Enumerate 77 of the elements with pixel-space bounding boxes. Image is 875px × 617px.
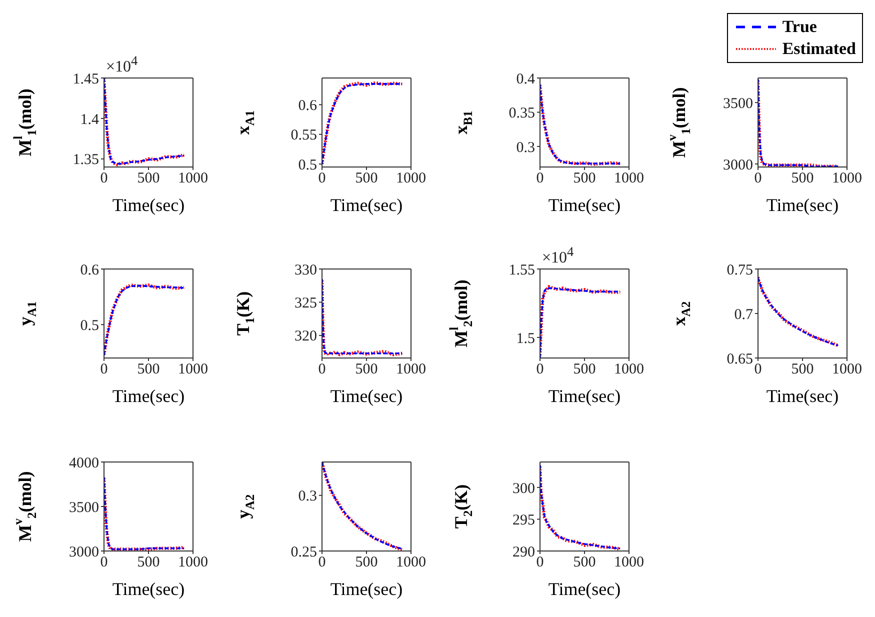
- y-tick-label: 1.4: [80, 112, 100, 128]
- y-tick-label: 1.45: [72, 71, 99, 88]
- x-axis-title: Time(sec): [548, 386, 621, 406]
- y-tick-label: 0.55: [290, 128, 317, 144]
- y-tick-label: 0.35: [508, 106, 535, 122]
- y-tick-label: 0.65: [726, 351, 753, 368]
- y-tick-label: 0.75: [726, 262, 753, 278]
- y-tick-label: 0.5: [298, 157, 317, 174]
- y-tick-label: 0.5: [80, 318, 99, 334]
- x-axis-title: Time(sec): [548, 195, 621, 215]
- x-tick-label: 1000: [178, 554, 208, 571]
- y-tick-label: 300: [512, 480, 535, 497]
- y-tick-label: 0.7: [734, 306, 754, 323]
- x-tick-label: 500: [137, 362, 160, 378]
- x-tick-label: 0: [100, 362, 108, 378]
- x-tick-label: 500: [573, 170, 596, 187]
- x-tick-label: 1000: [614, 362, 644, 378]
- x-axis-title: Time(sec): [330, 386, 403, 406]
- legend-label: True: [782, 17, 817, 37]
- x-axis-title: Time(sec): [112, 386, 185, 406]
- x-tick-label: 1000: [614, 554, 644, 571]
- x-tick-label: 500: [355, 170, 378, 187]
- y-tick-label: 3500: [69, 500, 99, 516]
- x-tick-label: 0: [754, 170, 762, 187]
- x-tick-label: 500: [791, 170, 814, 187]
- x-tick-label: 0: [318, 170, 326, 187]
- x-tick-label: 0: [754, 362, 762, 378]
- x-axis-title: Time(sec): [330, 195, 403, 215]
- x-tick-label: 0: [536, 362, 544, 378]
- x-tick-label: 500: [573, 554, 596, 571]
- x-tick-label: 0: [536, 170, 544, 187]
- y-tick-label: 0.6: [80, 262, 100, 278]
- y-tick-label: 0.4: [516, 71, 536, 88]
- x-axis-title: Time(sec): [766, 195, 839, 215]
- x-tick-label: 0: [536, 554, 544, 571]
- y-tick-label: 3500: [723, 96, 753, 112]
- y-tick-label: 330: [294, 262, 317, 278]
- y-tick-label: 0.25: [290, 544, 317, 560]
- x-axis-title: Time(sec): [330, 579, 403, 599]
- y-tick-label: 3000: [69, 544, 99, 560]
- x-tick-label: 1000: [178, 170, 208, 187]
- y-tick-label: 325: [294, 296, 317, 312]
- x-tick-label: 1000: [396, 170, 426, 187]
- x-tick-label: 1000: [832, 362, 862, 378]
- x-tick-label: 0: [318, 554, 326, 571]
- x-axis-title: Time(sec): [112, 579, 185, 599]
- y-tick-label: 1.5: [516, 330, 535, 347]
- text: ×10$^{4}$: [106, 53, 138, 76]
- legend-label: Estimated: [782, 39, 856, 59]
- y-tick-label: 0.3: [516, 140, 535, 156]
- x-axis-title: Time(sec): [112, 195, 185, 215]
- x-tick-label: 1000: [396, 362, 426, 378]
- x-tick-label: 1000: [396, 554, 426, 571]
- x-tick-label: 1000: [178, 362, 208, 378]
- text: ×10$^{4}$: [542, 244, 574, 268]
- x-tick-label: 500: [137, 554, 160, 571]
- y-tick-label: 3000: [723, 157, 753, 174]
- x-tick-label: 500: [791, 362, 814, 378]
- x-tick-label: 500: [355, 362, 378, 378]
- x-tick-label: 1000: [614, 170, 644, 187]
- x-tick-label: 500: [573, 362, 596, 378]
- x-tick-label: 0: [318, 362, 326, 378]
- y-tick-label: 4000: [69, 455, 99, 472]
- x-tick-label: 500: [355, 554, 378, 571]
- y-tick-label: 320: [294, 328, 317, 345]
- y-tick-label: 0.3: [298, 488, 317, 505]
- x-axis-title: Time(sec): [766, 386, 839, 406]
- y-tick-label: 0.6: [298, 98, 318, 114]
- y-tick-label: 1.35: [72, 152, 99, 168]
- x-tick-label: 0: [100, 170, 108, 187]
- x-axis-title: Time(sec): [548, 579, 621, 599]
- y-tick-label: 1.55: [508, 262, 535, 278]
- x-tick-label: 1000: [832, 170, 862, 187]
- x-tick-label: 0: [100, 554, 108, 571]
- y-tick-label: 290: [512, 544, 535, 560]
- x-tick-label: 500: [137, 170, 160, 187]
- y-tick-label: 295: [512, 512, 535, 529]
